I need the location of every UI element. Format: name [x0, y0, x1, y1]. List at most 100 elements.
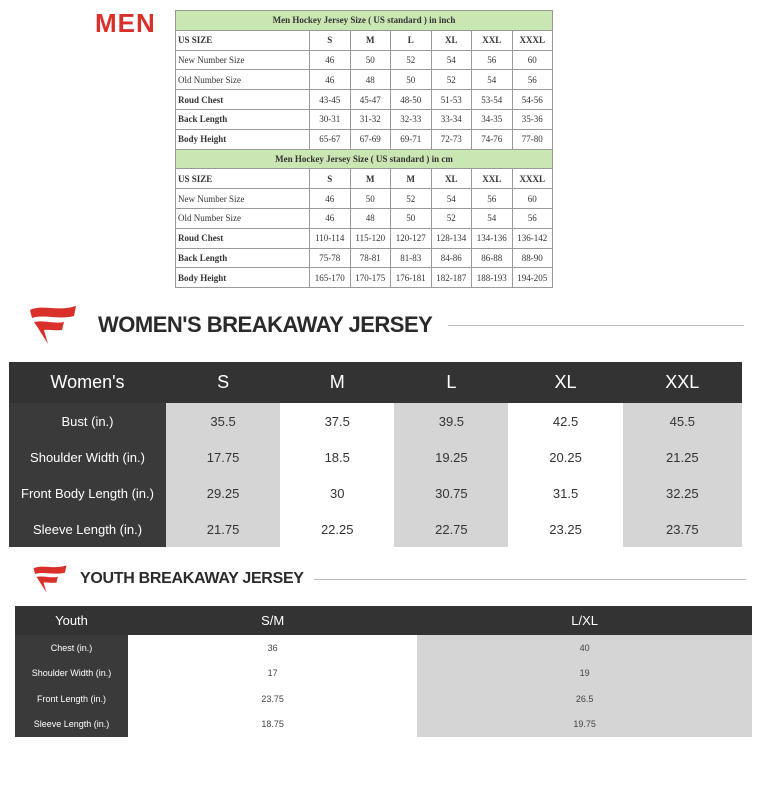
row-label: Shoulder Width (in.) [15, 660, 128, 686]
table-cell: 67-69 [349, 128, 391, 150]
table-row: Shoulder Width (in.) 17.75 18.5 19.25 20.25 2… [9, 439, 742, 475]
table-cell: 32.25 [622, 475, 742, 511]
table-cell: XXXL [511, 29, 553, 51]
table-cell: 50 [349, 49, 391, 71]
table-cell: 46 [309, 69, 351, 91]
table-title-row: Men Hockey Jersey Size ( US standard ) i… [175, 10, 553, 31]
table-cell: 56 [511, 69, 553, 91]
table-cell: 22.25 [320, 521, 354, 537]
row-label: Body Height [175, 128, 310, 150]
table-cell: 54-56 [511, 89, 553, 110]
table-cell: 21.75 [166, 511, 281, 547]
table-cell: 48 [349, 207, 391, 229]
table-row: Back Length 30-31 31-32 32-33 33-34 34-35 35-3… [175, 108, 553, 130]
table-row: New Number Size 46 50 52 54 56 60 [175, 49, 553, 71]
women-size-table: Women's S M L XL XXL Bust (in.) 35.5 37.5 39.5 42… [9, 362, 742, 547]
table-cell: 120-127 [390, 227, 432, 249]
table-row: Front Body Length (in.) 29.25 30 30.75 31.5 3… [9, 475, 742, 511]
table-cell: 43-45 [309, 89, 351, 110]
table-cell: XL [430, 29, 472, 51]
table-row: Roud Chest 110-114 115-120 120-127 128-134 13… [175, 227, 553, 249]
table-cell: 35.5 [166, 403, 281, 439]
table-cell: 52 [390, 49, 432, 71]
table-cell: 30-31 [309, 108, 351, 130]
table-cell: 20.25 [549, 449, 582, 465]
table-cell: 56 [471, 188, 513, 209]
youth-heading-text: YOUTH BREAKAWAY JERSEY [80, 570, 304, 587]
row-label: Back Length [175, 247, 310, 269]
row-label: US SIZE [175, 29, 310, 51]
row-label: Sleeve Length (in.) [9, 511, 166, 547]
corner-header: Women's [9, 362, 166, 403]
table-cell: 194-205 [511, 267, 553, 289]
table-row: US SIZE S M L XL XXL XXXL [175, 29, 553, 51]
table-cell: XL [430, 168, 472, 190]
divider [313, 578, 746, 580]
table-row: Body Height 65-67 67-69 69-71 72-73 74-76 77-8… [175, 128, 553, 150]
table-cell: 21.25 [622, 439, 742, 475]
table-cell: 46 [309, 207, 351, 229]
row-label: Old Number Size [175, 69, 310, 91]
table-cell: 74-76 [471, 128, 513, 150]
table-cell: 60 [511, 49, 553, 71]
table-row: New Number Size 46 50 52 54 56 60 [175, 188, 553, 209]
table-cell: 33-34 [430, 108, 472, 130]
table-cell: 86-88 [471, 247, 513, 269]
table-title: Men Hockey Jersey Size ( US standard ) i… [175, 10, 553, 31]
table-cell: 23.75 [261, 693, 284, 704]
table-cell: 54 [471, 69, 513, 91]
table-cell: 182-187 [430, 267, 472, 289]
table-cell: 81-83 [390, 247, 432, 269]
row-label: Sleeve Length (in.) [15, 711, 128, 737]
table-cell: 69-71 [390, 128, 432, 150]
row-label: Body Height [175, 267, 310, 289]
table-row: Front Length (in.) 23.75 26.5 [15, 686, 752, 712]
table-cell: 165-170 [309, 267, 351, 289]
table-cell: 45-47 [349, 89, 391, 110]
men-size-table: Men Hockey Jersey Size ( US standard ) i… [175, 10, 553, 289]
table-row: Body Height 165-170 170-175 176-181 182-187 1… [175, 267, 553, 289]
row-label: New Number Size [175, 188, 310, 209]
table-cell: 23.75 [622, 511, 742, 547]
table-cell: 75-78 [309, 247, 351, 269]
table-cell: S [309, 168, 351, 190]
table-cell: 45.5 [622, 403, 742, 439]
table-cell: 52 [430, 207, 472, 229]
table-cell: 60 [511, 188, 553, 209]
table-cell: 17 [267, 668, 278, 679]
row-label: US SIZE [175, 168, 310, 190]
table-row: Old Number Size 46 48 50 52 54 56 [175, 69, 553, 91]
table-cell: 19.75 [417, 711, 752, 737]
table-cell: 48-50 [390, 89, 432, 110]
table-cell: 56 [471, 49, 513, 71]
brand-logo-icon [33, 565, 67, 593]
table-row: Bust (in.) 35.5 37.5 39.5 42.5 45.5 [9, 403, 742, 439]
table-cell: 54 [430, 49, 472, 71]
table-cell: 54 [430, 188, 472, 209]
corner-header: Youth [15, 606, 128, 635]
size-header: S/M [128, 606, 418, 635]
table-cell: 22.75 [394, 511, 509, 547]
table-cell: 128-134 [430, 227, 472, 249]
table-cell: 176-181 [390, 267, 432, 289]
table-cell: 39.5 [394, 403, 509, 439]
size-header: XL [508, 362, 623, 403]
size-header: S [166, 362, 281, 403]
size-header: L [394, 362, 509, 403]
table-cell: 30.75 [394, 475, 509, 511]
table-cell: 23.25 [549, 521, 582, 537]
divider [448, 324, 744, 326]
table-row: Old Number Size 46 48 50 52 54 56 [175, 207, 553, 229]
table-cell: 36 [267, 642, 278, 653]
table-cell: 30 [330, 485, 345, 501]
table-cell: 136-142 [511, 227, 553, 249]
table-row: Sleeve Length (in.) 18.75 19.75 [15, 711, 752, 737]
size-header: XXL [622, 362, 742, 403]
table-cell: 42.5 [552, 413, 579, 429]
table-cell: XXL [471, 29, 513, 51]
table-cell: 115-120 [349, 227, 391, 249]
row-label: Back Length [175, 108, 310, 130]
table-cell: 34-35 [471, 108, 513, 130]
table-cell: 77-80 [511, 128, 553, 150]
men-label: MEN [95, 8, 156, 38]
